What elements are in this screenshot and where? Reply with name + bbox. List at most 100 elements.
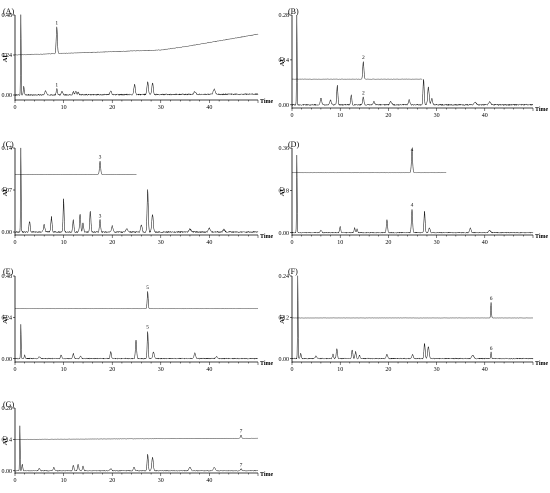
panel-label: (E) bbox=[3, 267, 14, 276]
peak-label: 7 bbox=[240, 428, 243, 434]
sample-trace bbox=[14, 14, 259, 97]
x-tick-label: 40 bbox=[482, 240, 488, 246]
y-tick-label: 0.12 bbox=[279, 315, 290, 321]
y-tick-label: 0.00 bbox=[279, 231, 290, 237]
peak-label: 3 bbox=[99, 155, 102, 161]
peak-label: 5 bbox=[146, 285, 149, 291]
standard-trace bbox=[14, 291, 259, 310]
x-tick-label: 0 bbox=[291, 113, 294, 119]
x-axis-label: Time bbox=[260, 361, 274, 367]
y-tick-label: 0.24 bbox=[279, 274, 290, 280]
x-axis-label: Time bbox=[535, 361, 549, 367]
peak-label: 3 bbox=[99, 214, 102, 220]
x-tick-label: 30 bbox=[158, 240, 164, 246]
y-tick-label: 0.00 bbox=[2, 230, 13, 236]
peak-label: 6 bbox=[490, 346, 493, 352]
panel-label: (D) bbox=[288, 140, 299, 149]
chart-panel-d: (D)0.36 0.18 0.00 AU 0 10 20 30 40 Time 4 4 bbox=[279, 140, 549, 246]
x-tick-label: 10 bbox=[337, 367, 343, 373]
peak-label: 4 bbox=[411, 147, 414, 153]
x-tick-label: 40 bbox=[206, 105, 212, 111]
x-tick-label: 10 bbox=[61, 240, 67, 246]
y-tick-label: 0.14 bbox=[2, 146, 13, 152]
y-tick-label: 0.07 bbox=[2, 188, 13, 194]
x-tick-label: 40 bbox=[206, 367, 212, 373]
x-tick-label: 0 bbox=[14, 240, 17, 246]
y-tick-label: 0.00 bbox=[279, 357, 290, 363]
y-tick-label: 0.14 bbox=[279, 58, 290, 64]
y-tick-label: 0.18 bbox=[279, 189, 290, 195]
peak-label: 1 bbox=[55, 20, 58, 26]
x-tick-label: 20 bbox=[109, 105, 115, 111]
y-tick-label: 0.00 bbox=[2, 469, 13, 475]
y-axis-label: AU bbox=[279, 57, 286, 67]
x-tick-label: 0 bbox=[14, 367, 17, 373]
x-tick-label: 20 bbox=[109, 478, 115, 484]
panel-label: (F) bbox=[288, 267, 298, 276]
y-tick-label: 0.00 bbox=[279, 103, 290, 109]
x-tick-label: 20 bbox=[385, 113, 391, 119]
peak-label: 7 bbox=[240, 462, 243, 468]
x-tick-label: 40 bbox=[482, 113, 488, 119]
sample-trace bbox=[291, 275, 534, 361]
peak-label: 6 bbox=[490, 296, 493, 302]
x-tick-label: 30 bbox=[158, 367, 164, 373]
y-tick-label: 0.24 bbox=[2, 53, 13, 59]
standard-trace bbox=[291, 61, 423, 80]
sample-trace bbox=[291, 155, 534, 234]
x-axis-label: Time bbox=[535, 234, 549, 240]
x-tick-label: 0 bbox=[291, 367, 294, 373]
x-axis-label: Time bbox=[260, 472, 274, 478]
x-tick-label: 40 bbox=[206, 478, 212, 484]
y-tick-label: 0.24 bbox=[2, 315, 13, 321]
chart-panel-g: (G)0.28 0.14 0.00 AU 0 10 20 30 40 Time 7 7 bbox=[2, 400, 274, 484]
y-tick-label: 0.00 bbox=[2, 357, 13, 363]
y-axis-label: AU bbox=[2, 187, 9, 197]
chart-panel-e: (E)0.48 0.24 0.00 AU 0 10 20 30 40 Time 5 5 bbox=[2, 267, 274, 373]
peak-label: 2 bbox=[362, 55, 365, 61]
x-tick-label: 0 bbox=[14, 478, 17, 484]
chart-panel-f: (F)0.24 0.12 0.00 AU 0 10 20 30 40 Time 6 6 bbox=[279, 267, 549, 373]
sample-trace bbox=[14, 324, 259, 361]
y-tick-label: 0.28 bbox=[279, 13, 290, 19]
x-tick-label: 30 bbox=[158, 105, 164, 111]
x-axis-label: Time bbox=[535, 107, 549, 113]
standard-trace bbox=[14, 161, 137, 175]
x-tick-label: 20 bbox=[385, 367, 391, 373]
standard-trace bbox=[291, 302, 534, 319]
y-tick-label: 0.48 bbox=[2, 274, 13, 280]
x-tick-label: 40 bbox=[482, 367, 488, 373]
y-tick-label: 0.48 bbox=[2, 13, 13, 19]
y-axis-label: AU bbox=[2, 314, 9, 324]
x-tick-label: 20 bbox=[109, 240, 115, 246]
x-tick-label: 10 bbox=[61, 105, 67, 111]
x-tick-label: 30 bbox=[434, 113, 440, 119]
y-tick-label: 0.00 bbox=[2, 93, 13, 99]
x-tick-label: 20 bbox=[385, 240, 391, 246]
x-tick-label: 10 bbox=[337, 240, 343, 246]
y-tick-label: 0.36 bbox=[279, 146, 290, 152]
x-tick-label: 10 bbox=[61, 478, 67, 484]
x-tick-label: 10 bbox=[61, 367, 67, 373]
peak-label: 1 bbox=[55, 83, 58, 89]
peak-label: 2 bbox=[362, 90, 365, 96]
y-axis-label: AU bbox=[2, 53, 9, 63]
x-axis-label: Time bbox=[260, 234, 274, 240]
y-tick-label: 0.14 bbox=[2, 438, 13, 444]
sample-trace bbox=[291, 15, 534, 107]
y-axis-label: AU bbox=[279, 187, 286, 197]
x-tick-label: 0 bbox=[14, 105, 17, 111]
panel-label: (C) bbox=[3, 140, 14, 149]
x-tick-label: 40 bbox=[206, 240, 212, 246]
standard-trace bbox=[291, 149, 447, 174]
panel-label: (G) bbox=[3, 400, 14, 409]
x-tick-label: 30 bbox=[158, 478, 164, 484]
x-tick-label: 30 bbox=[434, 240, 440, 246]
chart-panel-c: (C)0.14 0.07 0.00 AU 0 10 20 30 40 Time 3 3 bbox=[2, 140, 274, 246]
x-axis-label: Time bbox=[260, 99, 274, 105]
panel-label: (A) bbox=[3, 7, 14, 16]
x-tick-label: 0 bbox=[291, 240, 294, 246]
peak-label: 5 bbox=[146, 325, 149, 331]
y-tick-label: 0.28 bbox=[2, 406, 13, 412]
